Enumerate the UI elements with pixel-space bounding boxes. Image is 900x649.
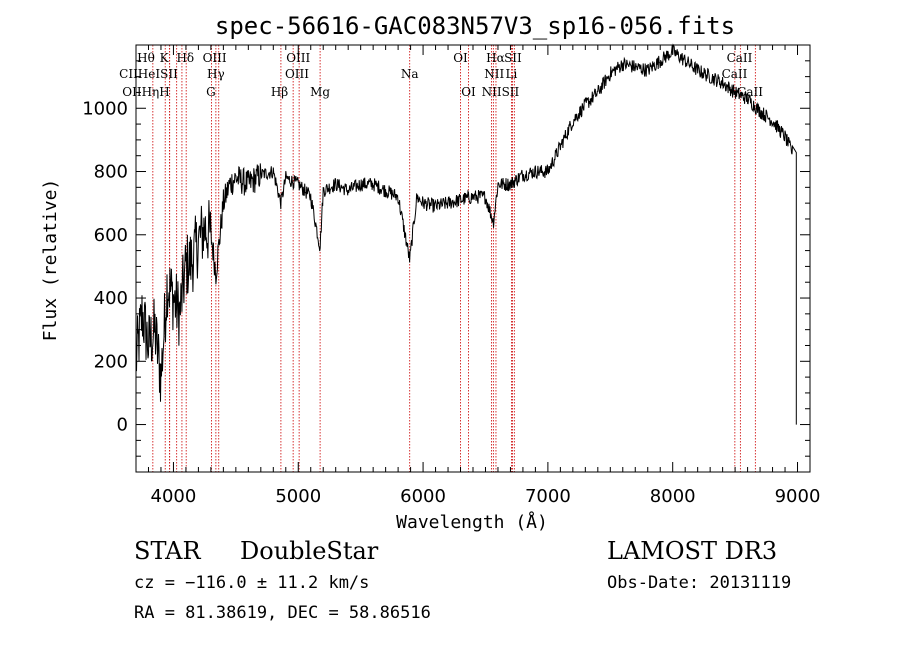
coordinates: RA = 81.38619, DEC = 58.86516 — [134, 603, 431, 623]
x-tick-label: 8000 — [650, 486, 696, 507]
redshift-velocity: cz = −116.0 ± 11.2 km/s — [134, 573, 370, 593]
line-label-5: OI — [453, 51, 468, 65]
chart-title: spec-56616-GAC083N57V3_sp16-056.fits — [215, 12, 735, 40]
line-label-8: CaII — [727, 51, 753, 65]
line-label-6: Hα — [486, 51, 505, 65]
line-label-22: CaII — [737, 85, 763, 99]
y-tick-label: 400 — [94, 288, 128, 309]
survey-name: LAMOST DR3 — [607, 537, 778, 565]
line-label-10: Hγ — [207, 67, 225, 81]
line-label-9: CIIHeISII — [119, 67, 178, 81]
line-label-4: OIII — [286, 51, 310, 65]
plot-frame — [135, 44, 811, 473]
x-tick-label: 7000 — [525, 486, 571, 507]
x-tick-label: 5000 — [275, 486, 321, 507]
x-tick-label: 6000 — [400, 486, 446, 507]
line-label-7: SII — [504, 51, 522, 65]
spectrum-chart: spec-56616-GAC083N57V3_sp16-056.fits Hθ K… — [40, 12, 821, 533]
line-label-3: OIII — [203, 51, 227, 65]
x-tick-label: 9000 — [775, 486, 821, 507]
line-label-15: CaII — [722, 67, 748, 81]
x-tick-label: 4000 — [151, 486, 197, 507]
emission-line-labels: Hθ K Hδ OIII OIII OI Hα SII CaII CIIHeISII Hγ OIII N… — [119, 51, 763, 99]
y-tick-label: 200 — [94, 351, 128, 372]
line-label-17: G — [206, 85, 216, 99]
line-label-0: Hθ — [137, 51, 155, 65]
line-label-12: Na — [401, 67, 419, 81]
line-label-13: NII — [484, 67, 504, 81]
x-axis-label: Wavelength (Å) — [396, 511, 548, 533]
y-tick-label: 0 — [117, 415, 128, 436]
line-label-19: Mg — [310, 85, 330, 99]
line-label-16: OIIHηH — [122, 85, 169, 99]
line-label-18: Hβ — [271, 85, 288, 99]
line-label-14: Li — [506, 67, 518, 81]
spectrum-line — [135, 43, 797, 425]
y-axis: 0 200 400 600 800 1000 — [82, 44, 810, 457]
emission-line-markers — [152, 45, 756, 472]
line-label-11: OIII — [285, 67, 309, 81]
object-class: STAR — [134, 537, 201, 565]
y-axis-label: Flux (relative) — [40, 179, 61, 342]
y-tick-label: 800 — [94, 162, 128, 183]
y-tick-label: 600 — [94, 225, 128, 246]
line-label-20: OI — [461, 85, 476, 99]
observation-date: Obs-Date: 20131119 — [607, 573, 792, 593]
y-tick-label: 1000 — [82, 98, 128, 119]
object-subclass: DoubleStar — [240, 537, 379, 565]
line-label-1: K — [160, 51, 170, 65]
line-label-21: NIISII — [482, 85, 520, 99]
x-axis: 4000 5000 6000 7000 8000 9000 — [135, 45, 821, 507]
line-label-2: Hδ — [176, 51, 194, 65]
